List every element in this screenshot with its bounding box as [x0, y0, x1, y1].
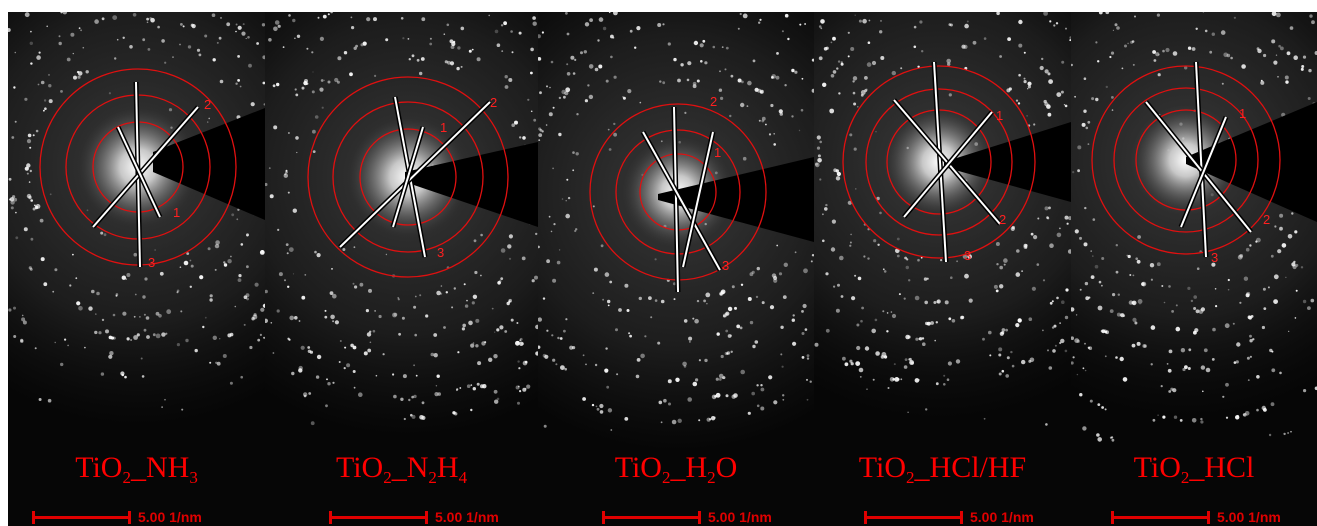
scale-bar-hcl-hf: 5.00 1/nm — [814, 509, 1071, 526]
ring-number-label: 3 — [964, 248, 971, 263]
panel-tio2-h2o: 1 2 3 TiO2_H2O 5.00 1/nm — [538, 12, 814, 526]
ring-number-label: 2 — [490, 95, 497, 110]
scale-bar-label: 5.00 1/nm — [708, 509, 772, 525]
saed-pattern-hcl-hf: 1 2 3 — [814, 12, 1071, 526]
scale-bar-h2o: 5.00 1/nm — [538, 509, 814, 526]
scale-bar-label: 5.00 1/nm — [1217, 509, 1281, 525]
ring-number-label: 3 — [148, 255, 155, 270]
panel-tio2-hcl-hf: 1 2 3 TiO2_HCl/HF 5.00 1/nm — [814, 12, 1071, 526]
ring-number-label: 1 — [714, 145, 721, 160]
sample-label-n2h4: TiO2_N2H4 — [335, 451, 468, 487]
ring-number-label: 2 — [999, 212, 1006, 227]
ring-number-label: 3 — [1211, 250, 1218, 265]
scale-bar-hcl: 5.00 1/nm — [1071, 509, 1317, 526]
scale-bar-label: 5.00 1/nm — [435, 509, 499, 525]
saed-pattern-nh3: 1 2 3 — [8, 12, 265, 526]
diffraction-figure-strip: 1 2 3 TiO2_NH3 5.00 1/nm 1 2 3 TiO2_N2H4 5.0… — [8, 12, 1317, 526]
ring-number-label: 3 — [437, 245, 444, 260]
saed-pattern-n2h4: 1 2 3 — [265, 12, 538, 526]
scale-bar-label: 5.00 1/nm — [138, 509, 202, 525]
ring-number-label: 2 — [1263, 212, 1270, 227]
ring-number-label: 1 — [1239, 106, 1246, 121]
scale-bar-n2h4: 5.00 1/nm — [265, 509, 538, 526]
panel-tio2-hcl: 1 2 3 TiO2_HCl 5.00 1/nm — [1071, 12, 1317, 526]
scale-bar-label: 5.00 1/nm — [970, 509, 1034, 525]
panel-tio2-nh3: 1 2 3 TiO2_NH3 5.00 1/nm — [8, 12, 265, 526]
sample-label-hcl: TiO2_HCl — [1133, 451, 1255, 487]
sample-label-nh3: TiO2_NH3 — [75, 451, 198, 487]
saed-pattern-hcl: 1 2 3 — [1071, 12, 1317, 526]
sample-label-h2o: TiO2_H2O — [614, 451, 738, 487]
panel-tio2-n2h4: 1 2 3 TiO2_N2H4 5.00 1/nm — [265, 12, 538, 526]
scale-bar-nh3: 5.00 1/nm — [8, 509, 265, 526]
ring-number-label: 1 — [173, 205, 180, 220]
ring-number-label: 1 — [440, 120, 447, 135]
sample-label-hcl-hf: TiO2_HCl/HF — [858, 451, 1027, 487]
saed-pattern-h2o: 1 2 3 — [538, 12, 814, 526]
ring-number-label: 1 — [996, 108, 1003, 123]
ring-number-label: 2 — [710, 94, 717, 109]
ring-number-label: 3 — [722, 258, 729, 273]
ring-number-label: 2 — [204, 97, 211, 112]
